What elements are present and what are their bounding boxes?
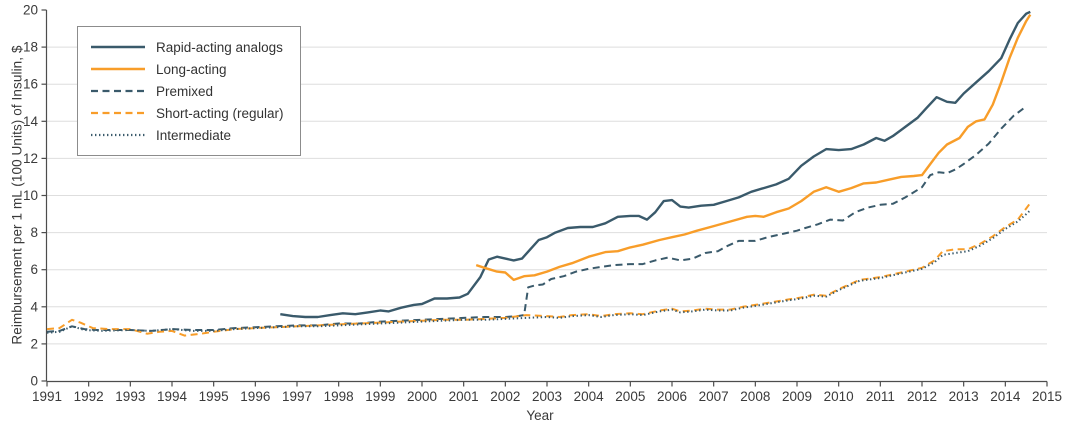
y-tick-label: 10 bbox=[23, 188, 38, 203]
legend-item-premixed: Premixed bbox=[91, 80, 284, 102]
legend-line-sample-intermediate bbox=[91, 133, 145, 137]
y-tick-label: 8 bbox=[30, 225, 38, 240]
x-tick-label: 2006 bbox=[657, 389, 687, 404]
x-tick-label: 1993 bbox=[115, 389, 145, 404]
x-tick-label: 2013 bbox=[949, 389, 979, 404]
x-tick-label: 2010 bbox=[824, 389, 854, 404]
legend-label: Long-acting bbox=[156, 61, 227, 77]
y-tick-label: 0 bbox=[30, 374, 38, 389]
series-line-short-acting-regular bbox=[46, 202, 1032, 337]
legend-label: Premixed bbox=[156, 83, 214, 99]
x-tick-label: 2001 bbox=[449, 389, 479, 404]
x-tick-label: 2005 bbox=[615, 389, 645, 404]
legend-line-sample-premixed bbox=[91, 89, 145, 93]
series-line-premixed bbox=[46, 105, 1027, 333]
x-tick-label: 1999 bbox=[365, 389, 395, 404]
legend-label: Rapid-acting analogs bbox=[156, 39, 283, 55]
x-tick-label: 1995 bbox=[199, 389, 229, 404]
y-tick-label: 16 bbox=[23, 77, 38, 92]
x-tick-label: 2011 bbox=[866, 389, 895, 404]
series-line-rapid-acting-analogs bbox=[280, 10, 1031, 319]
legend-line-sample-rapid-acting-analogs bbox=[91, 45, 145, 49]
legend-label: Short-acting (regular) bbox=[156, 105, 284, 121]
y-tick-label: 18 bbox=[23, 40, 38, 55]
x-tick-label: 2012 bbox=[907, 389, 937, 404]
x-tick-label: 2014 bbox=[990, 389, 1021, 404]
x-tick-label: 1998 bbox=[324, 389, 354, 404]
y-tick-label: 14 bbox=[23, 114, 39, 129]
series-line-long-acting bbox=[475, 13, 1032, 282]
x-tick-label: 2003 bbox=[532, 389, 562, 404]
x-tick-label: 2015 bbox=[1032, 389, 1062, 404]
legend-line-sample-short-acting-regular bbox=[91, 111, 145, 115]
x-tick-label: 2007 bbox=[699, 389, 729, 404]
x-tick-label: 2002 bbox=[490, 389, 520, 404]
x-tick-label: 2004 bbox=[574, 389, 605, 404]
y-tick-label: 20 bbox=[23, 3, 38, 18]
legend-item-short-acting-regular: Short-acting (regular) bbox=[91, 102, 284, 124]
y-tick-label: 2 bbox=[30, 336, 38, 351]
y-axis-title: Reimbursement per 1 mL (100 Units) of In… bbox=[9, 45, 25, 345]
legend: Rapid-acting analogs Long-acting Premixed S… bbox=[77, 26, 301, 156]
legend-label: Intermediate bbox=[156, 127, 232, 143]
legend-line-sample-long-acting bbox=[91, 67, 145, 71]
legend-item-rapid-acting-analogs: Rapid-acting analogs bbox=[91, 36, 284, 58]
y-tick-label: 4 bbox=[30, 299, 38, 314]
x-tick-label: 2000 bbox=[407, 389, 437, 404]
x-axis-title: Year bbox=[526, 408, 554, 423]
x-tick-label: 1997 bbox=[282, 389, 312, 404]
y-tick-label: 12 bbox=[23, 151, 38, 166]
x-tick-label: 2008 bbox=[740, 389, 770, 404]
series-line-intermediate bbox=[46, 209, 1031, 334]
x-tick-label: 1992 bbox=[74, 389, 104, 404]
legend-item-intermediate: Intermediate bbox=[91, 124, 284, 146]
x-tick-label: 1996 bbox=[240, 389, 270, 404]
x-tick-label: 2009 bbox=[782, 389, 812, 404]
legend-item-long-acting: Long-acting bbox=[91, 58, 284, 80]
y-tick-label: 6 bbox=[30, 262, 38, 277]
x-tick-label: 1994 bbox=[157, 389, 188, 404]
x-tick-label: 1991 bbox=[32, 389, 62, 404]
